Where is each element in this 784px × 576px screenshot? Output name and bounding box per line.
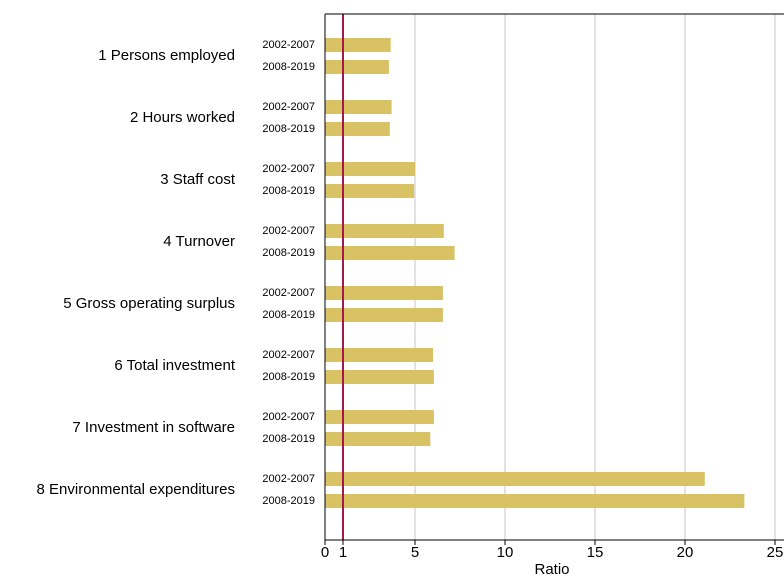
bar bbox=[325, 184, 415, 198]
category-label: 1 Persons employed bbox=[98, 47, 235, 64]
series-label: 2002-2007 bbox=[262, 473, 315, 485]
series-label: 2008-2019 bbox=[262, 309, 315, 321]
series-label: 2002-2007 bbox=[262, 349, 315, 361]
series-label: 2008-2019 bbox=[262, 185, 315, 197]
series-label: 2008-2019 bbox=[262, 247, 315, 259]
series-label: 2002-2007 bbox=[262, 39, 315, 51]
bar bbox=[325, 494, 745, 508]
bar bbox=[325, 122, 390, 136]
series-label: 2008-2019 bbox=[262, 123, 315, 135]
category-label: 6 Total investment bbox=[114, 357, 235, 374]
bar bbox=[325, 162, 415, 176]
series-label: 2008-2019 bbox=[262, 61, 315, 73]
category-label: 3 Staff cost bbox=[160, 171, 236, 188]
series-label: 2008-2019 bbox=[262, 495, 315, 507]
bar bbox=[325, 286, 443, 300]
series-label: 2008-2019 bbox=[262, 371, 315, 383]
x-tick-label: 15 bbox=[587, 544, 604, 561]
x-tick-label: 1 bbox=[339, 544, 347, 561]
bar bbox=[325, 100, 392, 114]
series-label: 2002-2007 bbox=[262, 101, 315, 113]
bar bbox=[325, 60, 389, 74]
x-tick-label: 10 bbox=[497, 544, 514, 561]
bar bbox=[325, 348, 433, 362]
category-label: 4 Turnover bbox=[163, 233, 235, 250]
category-label: 5 Gross operating surplus bbox=[63, 295, 235, 312]
series-label: 2002-2007 bbox=[262, 411, 315, 423]
series-label: 2008-2019 bbox=[262, 433, 315, 445]
bar bbox=[325, 410, 434, 424]
x-tick-label: 20 bbox=[677, 544, 694, 561]
bar bbox=[325, 308, 443, 322]
bar bbox=[325, 224, 444, 238]
series-label: 2002-2007 bbox=[262, 225, 315, 237]
category-label: 7 Investment in software bbox=[72, 419, 235, 436]
bar bbox=[325, 38, 391, 52]
series-label: 2002-2007 bbox=[262, 287, 315, 299]
series-label: 2002-2007 bbox=[262, 163, 315, 175]
bar bbox=[325, 246, 455, 260]
category-label: 2 Hours worked bbox=[130, 109, 235, 126]
bar bbox=[325, 432, 431, 446]
bar bbox=[325, 370, 434, 384]
x-tick-label: 25 bbox=[767, 544, 784, 561]
bar bbox=[325, 472, 705, 486]
x-tick-label: 5 bbox=[411, 544, 419, 561]
category-label: 8 Environmental expenditures bbox=[37, 481, 235, 498]
x-tick-label: 0 bbox=[321, 544, 329, 561]
x-axis-label: Ratio bbox=[534, 561, 569, 576]
